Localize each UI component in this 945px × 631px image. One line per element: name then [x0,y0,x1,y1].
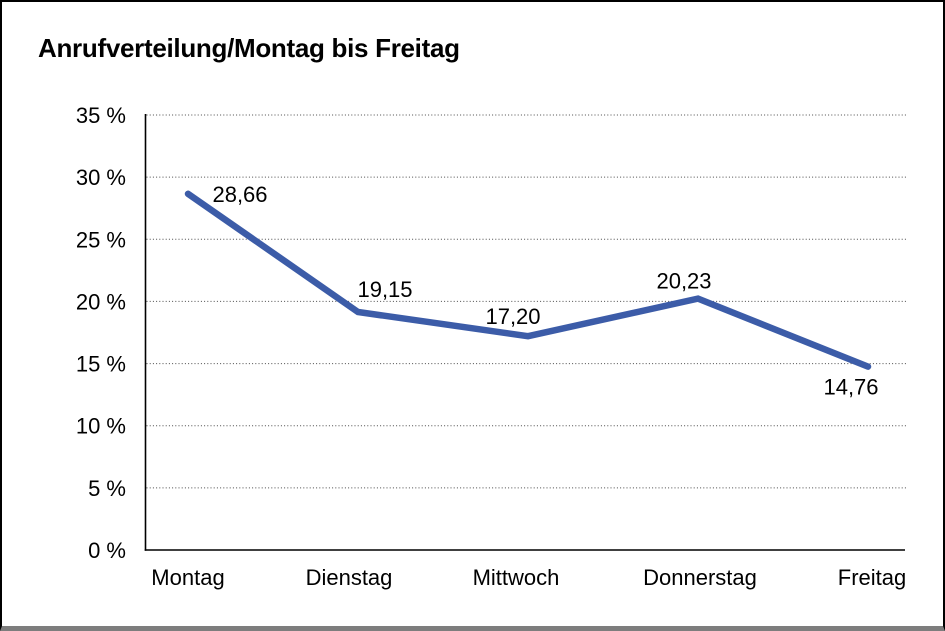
x-category-label: Mittwoch [473,565,560,590]
x-category-label: Freitag [838,565,906,590]
data-label: 20,23 [656,269,711,294]
data-label: 28,66 [212,182,267,207]
y-tick-label: 30 % [76,165,126,190]
data-label: 14,76 [823,375,878,400]
x-category-label: Montag [151,565,224,590]
y-tick-label: 0 % [88,538,126,563]
y-tick-label: 15 % [76,352,126,377]
series-line-anrufverteilung [184,190,872,370]
x-category-label: Donnerstag [643,565,757,590]
y-tick-label: 25 % [76,227,126,252]
y-tick-label: 5 % [88,476,126,501]
y-tick-label: 20 % [76,289,126,314]
chart-title: Anrufverteilung/Montag bis Freitag [38,33,460,63]
y-tick-label: 10 % [76,414,126,439]
plot-area: 0 % 5 % 10 % 15 % 20 % 25 % 30 % 35 % 28,66 19,15… [76,103,906,590]
y-tick-label: 35 % [76,103,126,128]
x-category-label: Dienstag [306,565,393,590]
data-label: 19,15 [357,277,412,302]
data-label: 17,20 [485,304,540,329]
